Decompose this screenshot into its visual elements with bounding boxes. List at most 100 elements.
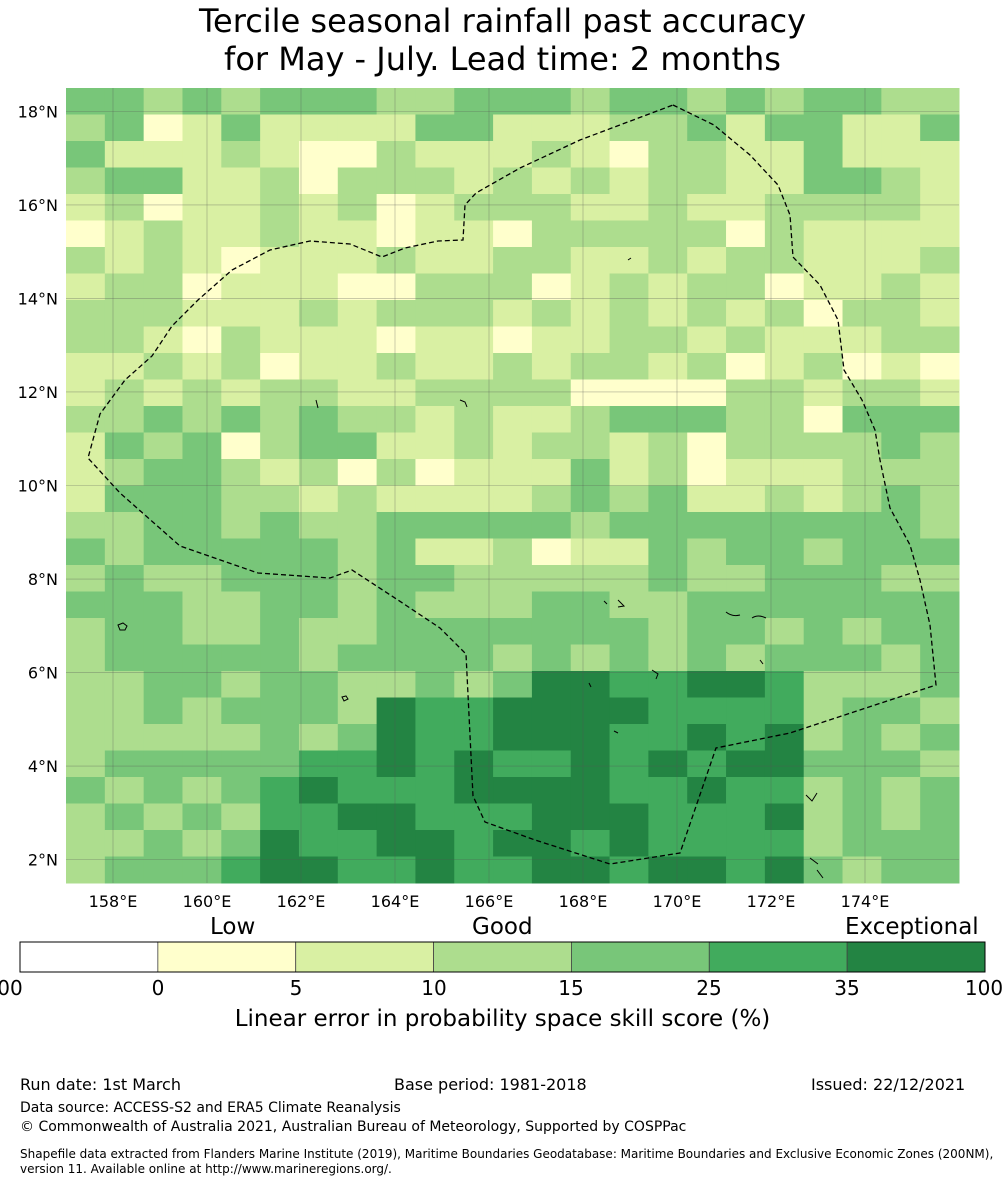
skill-cell <box>104 406 145 433</box>
chart-title: Tercile seasonal rainfall past accuracy … <box>0 2 1005 78</box>
skill-cell <box>920 485 960 513</box>
skill-cell <box>493 512 533 539</box>
copyright: © Commonwealth of Australia 2021, Austra… <box>20 1119 687 1135</box>
skill-cell <box>687 300 727 327</box>
skill-cell <box>260 830 300 857</box>
skill-cell <box>143 724 183 751</box>
skill-cell <box>260 88 300 115</box>
shapefile-credit: Shapefile data extracted from Flanders M… <box>20 1147 994 1176</box>
skill-cell <box>609 644 649 672</box>
skill-cell <box>842 724 882 751</box>
skill-cell <box>648 273 688 301</box>
skill-cell <box>143 273 183 301</box>
skill-cell <box>260 644 300 672</box>
skill-cell <box>298 803 339 831</box>
skill-cell <box>66 459 106 486</box>
skill-cell <box>221 591 261 619</box>
skill-cell <box>182 88 222 115</box>
skill-cell <box>881 803 921 831</box>
skill-cell <box>687 565 727 592</box>
skill-cell <box>66 273 106 301</box>
skill-cell <box>609 273 649 301</box>
skill-cell <box>570 777 611 804</box>
skill-cell <box>842 591 882 619</box>
colorbar-outline <box>19 941 986 973</box>
skill-cell <box>337 247 378 274</box>
skill-cell <box>493 777 533 804</box>
skill-cell <box>66 644 106 672</box>
skill-cell <box>648 141 688 168</box>
skill-cell <box>104 114 145 142</box>
skill-cell <box>454 273 494 301</box>
skill-cell <box>842 141 882 168</box>
skill-cell <box>764 856 805 884</box>
skill-cell <box>803 485 844 513</box>
skill-cell <box>687 856 727 884</box>
skill-cell <box>415 247 455 274</box>
skill-cell <box>260 803 300 831</box>
skill-cell <box>104 167 145 195</box>
skill-cell <box>570 830 611 857</box>
skill-cell <box>842 220 882 248</box>
skill-cell <box>415 644 455 672</box>
skill-cell <box>920 671 960 698</box>
longitude-label: 174°E <box>841 892 890 911</box>
skill-cell <box>104 671 145 698</box>
skill-cell <box>143 856 183 884</box>
skill-cell <box>764 459 805 486</box>
skill-cell <box>376 167 416 195</box>
skill-cell <box>609 591 649 619</box>
skill-cell <box>609 300 649 327</box>
skill-cell <box>221 353 261 380</box>
skill-cell <box>920 565 960 592</box>
skill-cell <box>415 777 455 804</box>
skill-cell <box>764 618 805 645</box>
skill-cell <box>337 856 378 884</box>
skill-cell <box>337 485 378 513</box>
skill-cell <box>376 114 416 142</box>
skill-cell <box>803 724 844 751</box>
skill-cell <box>920 300 960 327</box>
skill-cell <box>764 353 805 380</box>
skill-cell <box>454 803 494 831</box>
skill-cell <box>842 194 882 221</box>
skill-cell <box>143 618 183 645</box>
skill-cell <box>493 565 533 592</box>
skill-cell <box>376 777 416 804</box>
skill-cell <box>842 88 882 115</box>
skill-cell <box>920 618 960 645</box>
skill-cell <box>104 379 145 407</box>
skill-cell <box>764 273 805 301</box>
skill-cell <box>842 830 882 857</box>
skill-cell <box>337 565 378 592</box>
skill-cell <box>920 167 960 195</box>
skill-cell <box>726 326 766 354</box>
skill-cell <box>493 432 533 460</box>
skill-cell <box>531 353 572 380</box>
skill-cell <box>764 300 805 327</box>
colorbar-segment <box>295 941 434 973</box>
skill-cell <box>726 459 766 486</box>
skill-cell <box>842 247 882 274</box>
skill-cell <box>376 459 416 486</box>
skill-cell <box>493 353 533 380</box>
skill-cell <box>298 565 339 592</box>
skill-cell <box>803 565 844 592</box>
skill-cell <box>298 777 339 804</box>
skill-cell <box>104 326 145 354</box>
skill-cell <box>531 644 572 672</box>
skill-cell <box>726 353 766 380</box>
skill-cell <box>842 300 882 327</box>
skill-cell <box>687 591 727 619</box>
skill-cell <box>493 114 533 142</box>
skill-cell <box>298 750 339 778</box>
skill-cell <box>881 326 921 354</box>
skill-cell <box>454 750 494 778</box>
skill-cell <box>609 830 649 857</box>
skill-cell <box>726 300 766 327</box>
skill-cell <box>609 538 649 566</box>
skill-cell <box>221 167 261 195</box>
map-gridlines <box>66 88 959 883</box>
skill-cell <box>803 512 844 539</box>
